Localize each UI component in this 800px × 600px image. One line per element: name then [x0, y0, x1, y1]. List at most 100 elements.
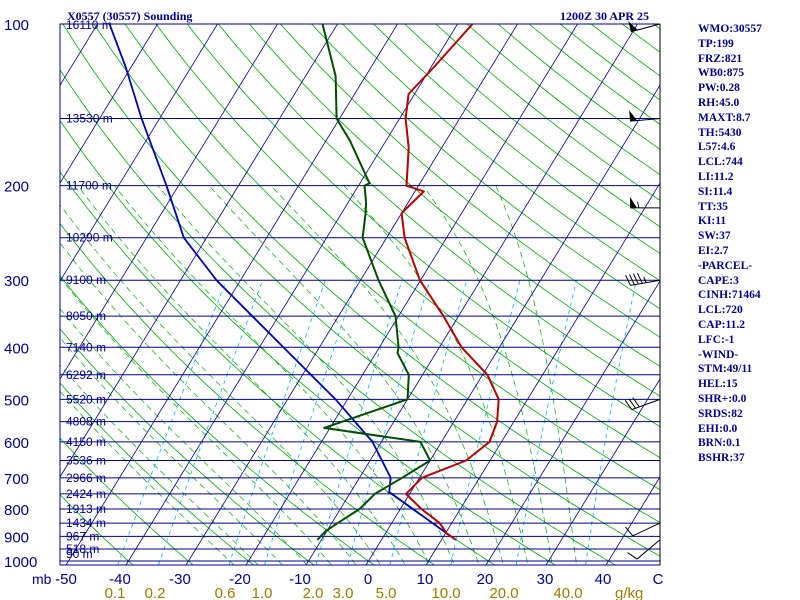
wind-barb: [627, 539, 661, 560]
dry-adiabat-line: [62, 24, 660, 557]
index-line: MAXT:8.7: [698, 111, 751, 124]
height-label: 518 m: [66, 542, 99, 556]
height-label: 5520 m: [66, 392, 106, 406]
wind-barb: [630, 196, 660, 209]
dry-adiabat-line: [60, 494, 134, 565]
profile-layer: [108, 24, 500, 541]
index-line: CAP:11.2: [698, 318, 745, 331]
mixing-ratio-tick-label: 0.2: [145, 585, 166, 600]
temperature-tick-label: -30: [169, 571, 191, 588]
pressure-tick-label: 800: [4, 502, 29, 519]
mixing-ratio-tick-label: 2.0: [303, 585, 324, 600]
index-line: LCL:720: [698, 304, 743, 317]
wind-barb-flag: [625, 274, 631, 286]
wind-barb-staff: [632, 522, 661, 537]
mixing-ratio-tick-label: 0.6: [215, 585, 236, 600]
wind-barb-flag: [629, 274, 635, 285]
index-line: LFC:-1: [698, 333, 735, 346]
temperature-tick-label: C: [653, 571, 664, 588]
index-line: EHI:0.0: [698, 422, 738, 435]
isotherm-line: [305, 24, 638, 565]
index-line: SW:37: [698, 230, 731, 243]
mixing-ratio-line: [264, 280, 358, 565]
moist-adiabat-line: [60, 390, 235, 565]
moist-adiabat-line: [114, 185, 431, 565]
wind-barb-flag: [625, 526, 634, 537]
stability-indices-list: WMO:30557 TP:199 FRZ:821 WB0:875 PW:0.28 RH:4…: [698, 22, 762, 466]
moist-adiabat-line: [157, 185, 455, 565]
dry-adiabat-line: [60, 328, 315, 565]
index-line: SRDS:82: [698, 407, 743, 420]
plot-frame: [59, 23, 661, 566]
dry-adiabat-line: [93, 24, 660, 523]
height-label: 2966 m: [66, 471, 106, 485]
wind-barb-flag: [628, 398, 636, 409]
height-label: 11700 m: [66, 179, 112, 193]
mixing-ratio-line: [515, 280, 577, 565]
isotherm-line: [60, 24, 218, 282]
height-label: 6292 m: [66, 368, 106, 382]
height-label: 3536 m: [66, 454, 106, 468]
pressure-unit-label: mb: [32, 571, 52, 587]
mixing-ratio-unit-label: g/kg: [615, 585, 643, 600]
wind-barb-flag: [632, 397, 640, 408]
wind-barb-half-flag: [637, 201, 640, 209]
valid-time-title: 1200Z 30 APR 25: [560, 9, 650, 23]
index-line: PW:0.28: [698, 82, 740, 95]
wind-barb-flag: [633, 273, 639, 285]
pressure-tick-label: 200: [4, 179, 29, 196]
isotherm-line: [185, 24, 518, 565]
grid-layer: [60, 24, 660, 565]
wind-barb: [625, 522, 661, 537]
isotherm-line: [125, 24, 458, 565]
parcel-path-line: [108, 24, 457, 541]
index-line: KI:11: [698, 215, 727, 228]
height-label: 13530 m: [66, 112, 113, 126]
index-line: SI:11.4: [698, 185, 733, 198]
mixing-ratio-line: [117, 280, 227, 565]
index-line: BRN:0.1: [698, 437, 741, 450]
wind-barb-layer: [624, 21, 661, 560]
moist-adiabat-line: [60, 308, 308, 565]
wind-barb-flag: [627, 552, 638, 560]
height-label: 7140 m: [66, 340, 106, 354]
index-line: TT:35: [698, 200, 728, 213]
wind-barb: [629, 110, 661, 122]
mixing-ratio-tick-label: 10.0: [431, 585, 460, 600]
temperature-tick-label: -20: [229, 571, 251, 588]
wind-barb-pennant: [630, 196, 637, 208]
index-line: WMO:30557: [698, 23, 762, 35]
index-line: LCL:744: [698, 156, 743, 169]
dry-adiabat-line: [186, 24, 660, 428]
temperature-tick-label: 10: [417, 571, 434, 588]
height-label: 9100 m: [66, 273, 106, 287]
height-label: 4150 m: [66, 435, 106, 449]
height-label: 10290 m: [66, 231, 113, 245]
mixing-ratio-tick-label: 5.0: [376, 585, 397, 600]
wind-barb-staff: [630, 279, 661, 286]
index-line: SHR+:0.0: [698, 392, 747, 405]
dry-adiabat-line: [60, 69, 617, 565]
temperature-tick-label: -50: [55, 571, 77, 588]
moist-adiabat-line: [60, 242, 357, 565]
height-label: 90 m: [66, 547, 93, 561]
dry-adiabat-line: [60, 120, 556, 565]
index-line: RH:45.0: [698, 96, 740, 109]
dry-adiabat-line: [60, 222, 436, 565]
dry-adiabat-line: [155, 24, 660, 459]
mixing-ratio-line: [157, 280, 264, 565]
index-line: CAPE:3: [698, 274, 739, 287]
isotherm-line: [245, 24, 578, 565]
isotherm-line: [545, 378, 660, 565]
dry-adiabat-line: [342, 24, 660, 282]
wind-barb-flag: [636, 272, 643, 284]
pressure-tick-label: 100: [4, 17, 29, 34]
index-line: EI:2.7: [698, 244, 729, 257]
pressure-tick-label: 500: [4, 392, 29, 409]
wind-barb-half-flag: [643, 276, 647, 283]
moist-adiabat-line: [495, 185, 577, 565]
height-label: 1434 m: [66, 516, 106, 530]
index-line: TP:199: [698, 37, 734, 50]
